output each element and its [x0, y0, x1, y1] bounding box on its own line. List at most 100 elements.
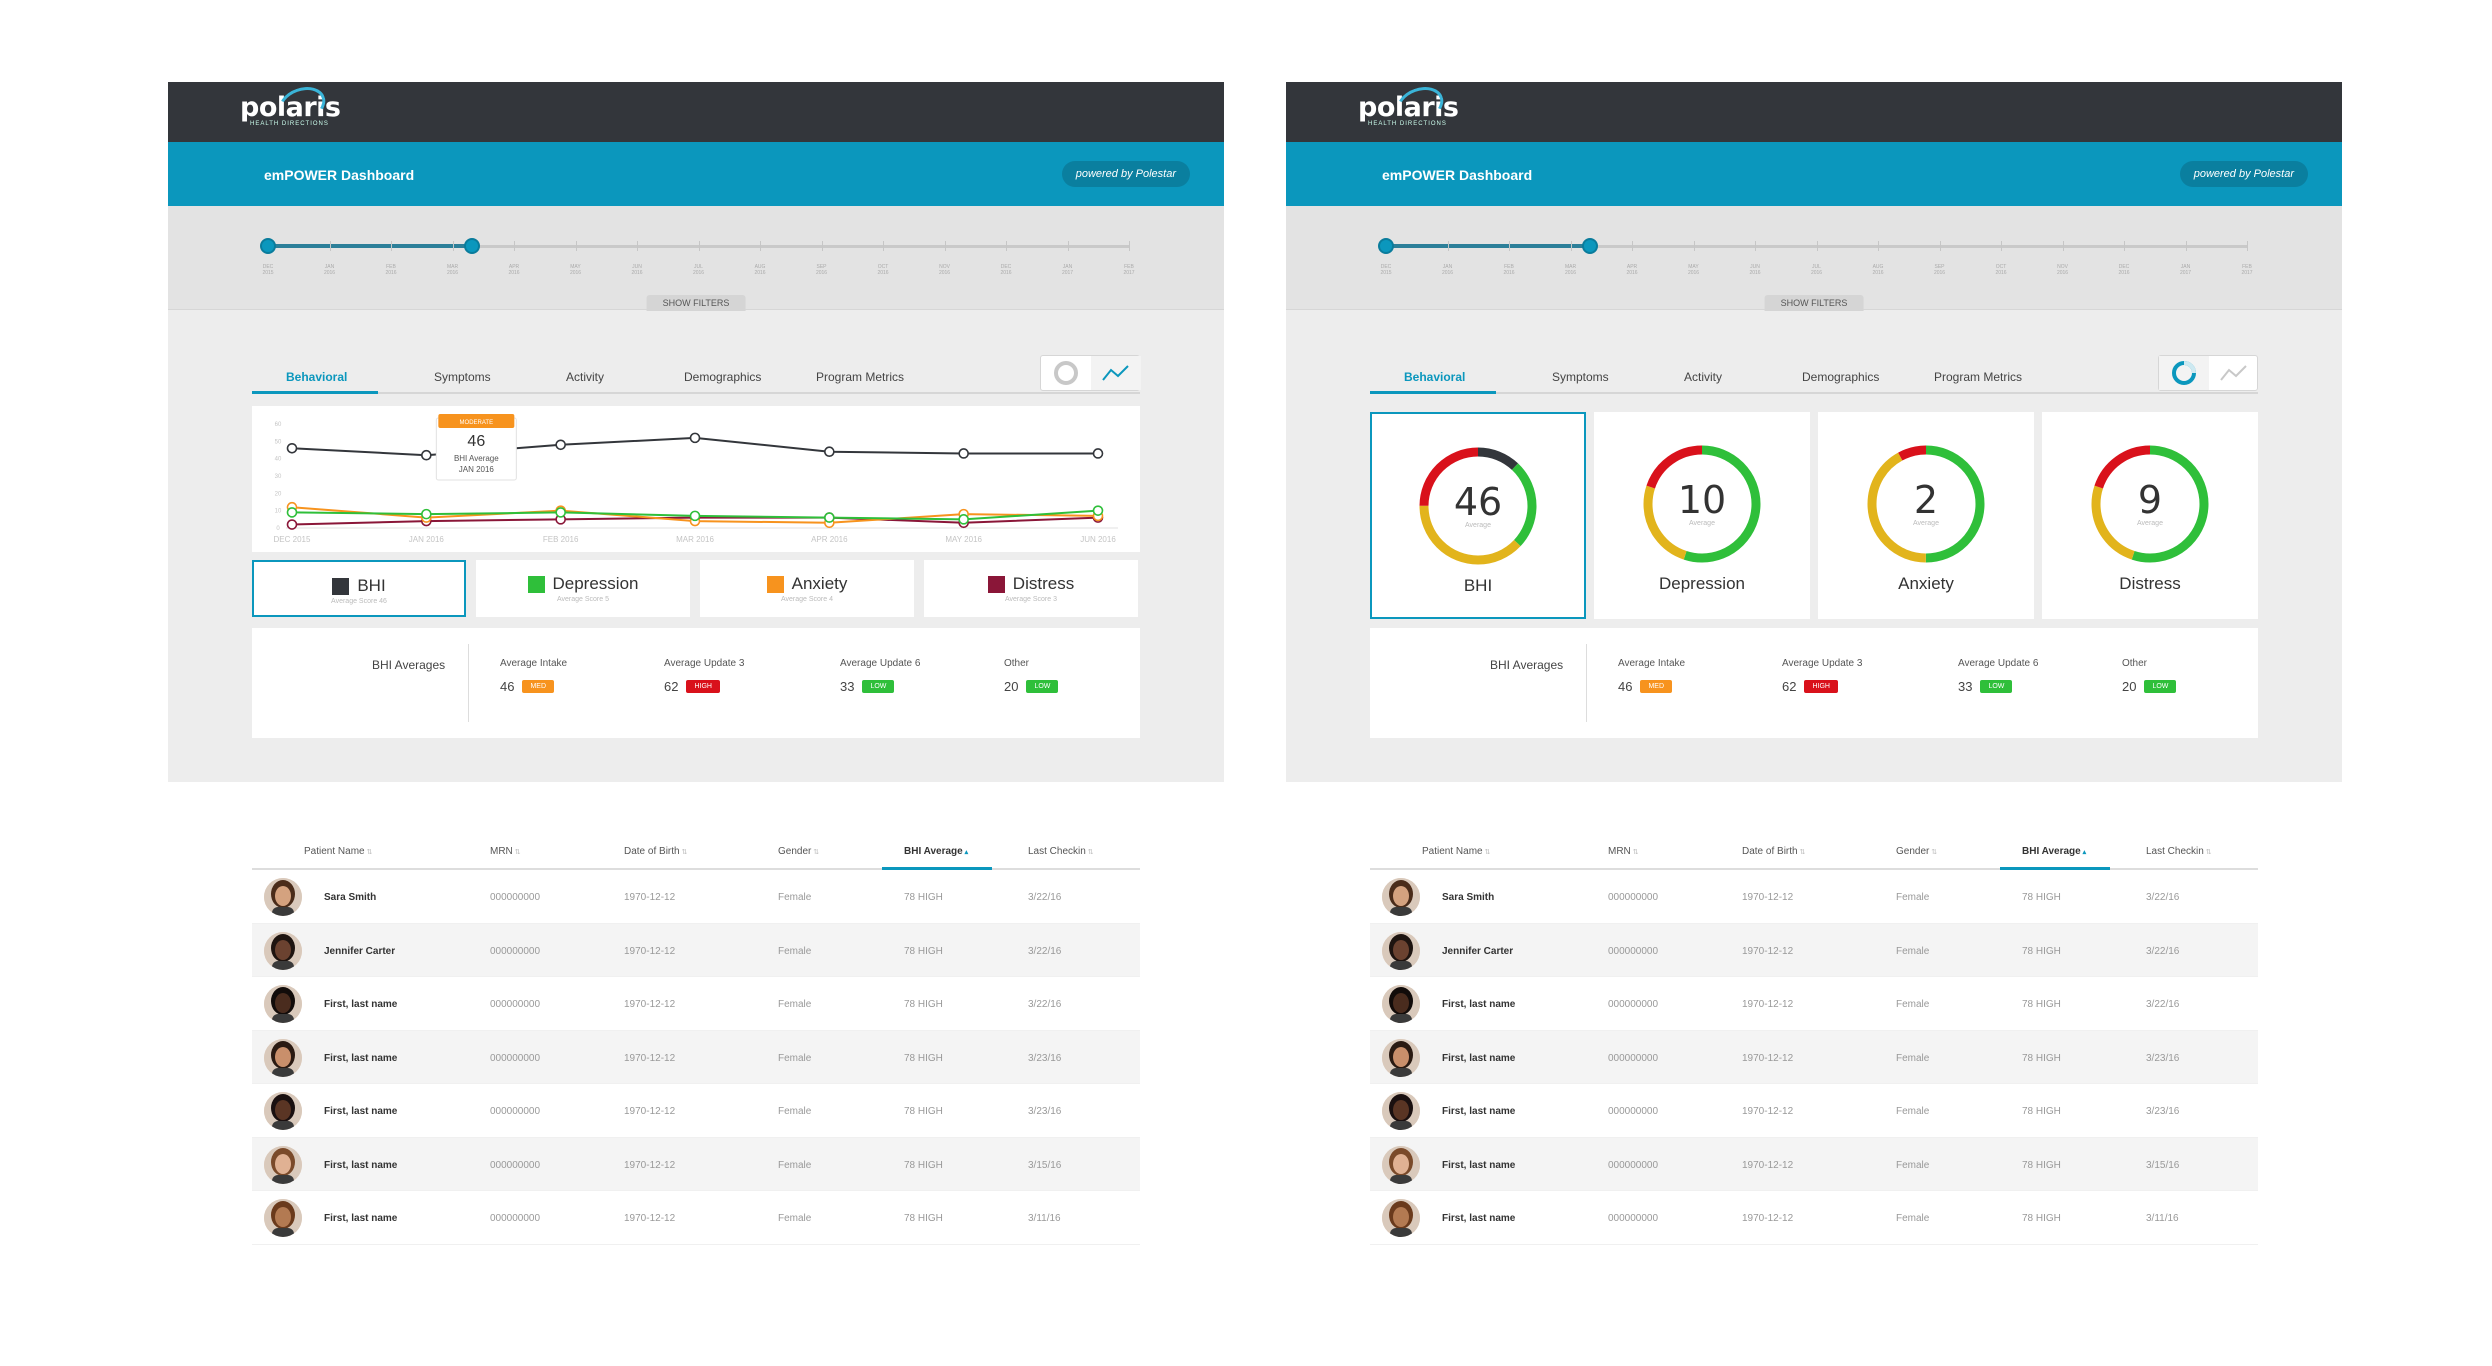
column-header-date-of-birth[interactable]: Date of Birth ⇅ — [624, 846, 687, 857]
tab-program-metrics[interactable]: Program Metrics — [816, 370, 905, 384]
legend-bhi[interactable]: BHI Average Score 46 — [252, 560, 466, 617]
cell-dob: 1970-12-12 — [624, 1159, 676, 1171]
column-header-gender[interactable]: Gender ⇅ — [1896, 846, 1937, 857]
table-row[interactable]: First, last name 000000000 1970-12-12 Femal… — [1370, 1030, 2258, 1084]
sort-arrow-icon: ⇅ — [679, 849, 688, 856]
table-row[interactable]: First, last name 000000000 1970-12-12 Femal… — [1370, 977, 2258, 1031]
sort-arrow-icon: ⇅ — [1929, 849, 1938, 856]
column-header-date-of-birth[interactable]: Date of Birth ⇅ — [1742, 846, 1805, 857]
timeline-tick-label: JAN 2016 — [318, 264, 342, 276]
tab-demographics[interactable]: Demographics — [1802, 370, 1880, 384]
header-label: Last Checkin — [1028, 846, 1086, 857]
tab-activity[interactable]: Activity — [566, 370, 605, 384]
average-label: Average Update 6 — [1958, 658, 2039, 669]
legend-anxiety[interactable]: Anxiety Average Score 4 — [700, 560, 914, 617]
content-area: Behavioral Symptoms Activity Demographics Pr… — [1286, 310, 2342, 782]
column-header-mrn[interactable]: MRN ⇅ — [490, 846, 521, 857]
cell-mrn: 000000000 — [1608, 1106, 1659, 1117]
dashboard-title: emPOWER Dashboard — [264, 167, 415, 183]
table-row[interactable]: First, last name 000000000 1970-12-12 Femal… — [252, 1137, 1140, 1191]
table-row[interactable]: First, last name 000000000 1970-12-12 Femal… — [1370, 1191, 2258, 1245]
tab-behavioral[interactable]: Behavioral — [1404, 370, 1466, 384]
show-filters-button[interactable]: SHOW FILTERS — [1764, 295, 1864, 311]
table-row[interactable]: Sara Smith 000000000 1970-12-12 Female 78 HI… — [1370, 870, 2258, 924]
tick-year: 2015 — [262, 270, 274, 276]
timeline-end-handle[interactable] — [464, 238, 480, 254]
donut-card-bhi[interactable]: 46 Average BHI — [1370, 412, 1586, 619]
timeline-tick-label: APR 2016 — [1620, 264, 1644, 276]
line-chart-icon — [1102, 365, 1129, 381]
sort-arrow-icon: ⇅ — [1482, 849, 1491, 856]
tab-program-metrics[interactable]: Program Metrics — [1934, 370, 2023, 384]
column-header-last-checkin[interactable]: Last Checkin ⇅ — [2146, 846, 2212, 857]
table-row[interactable]: First, last name 000000000 1970-12-12 Femal… — [252, 1191, 1140, 1245]
tab-behavioral[interactable]: Behavioral — [286, 370, 348, 384]
legend-label: Distress — [924, 574, 1138, 594]
avatar — [264, 1199, 302, 1237]
legend-distress[interactable]: Distress Average Score 3 — [924, 560, 1138, 617]
table-row[interactable]: First, last name 000000000 1970-12-12 Femal… — [1370, 1084, 2258, 1138]
cell-last: 3/23/16 — [1028, 1106, 1062, 1117]
table-row[interactable]: Jennifer Carter 000000000 1970-12-12 Female… — [252, 923, 1140, 977]
polaris-logo[interactable]: polaris HEALTH DIRECTIONS — [240, 80, 341, 130]
polaris-logo[interactable]: polaris HEALTH DIRECTIONS — [1358, 80, 1459, 130]
column-header-bhi-average[interactable]: BHI Average ▴ — [904, 846, 968, 857]
line-view-button[interactable] — [1091, 356, 1141, 390]
tick-year: 2017 — [2179, 270, 2192, 276]
donut-card-depression[interactable]: 10 Average Depression — [1594, 412, 1810, 619]
avatar — [264, 1038, 302, 1077]
timeline-end-handle[interactable] — [1582, 238, 1598, 254]
donut-view-button[interactable] — [2159, 356, 2209, 390]
timeline-tick-label: JUL 2016 — [1805, 264, 1829, 276]
tab-activity[interactable]: Activity — [1684, 370, 1723, 384]
table-row[interactable]: First, last name 000000000 1970-12-12 Femal… — [252, 1084, 1140, 1138]
average-value-row: 46 MED — [1618, 679, 1685, 694]
tab-demographics[interactable]: Demographics — [684, 370, 762, 384]
legend-depression[interactable]: Depression Average Score 5 — [476, 560, 690, 617]
donut-view-button[interactable] — [1041, 356, 1091, 390]
table-row[interactable]: Jennifer Carter 000000000 1970-12-12 Female… — [1370, 923, 2258, 977]
timeline-start-handle[interactable] — [1378, 238, 1394, 254]
timeline-tick — [1509, 241, 1510, 251]
table-header: Patient Name ⇅ MRN ⇅ Date of Birth ⇅ Gender… — [252, 834, 1140, 870]
tab-symptoms[interactable]: Symptoms — [1552, 370, 1609, 384]
donut-card-distress[interactable]: 9 Average Distress — [2042, 412, 2258, 619]
avatar-photo — [1382, 931, 1420, 970]
column-header-bhi-average[interactable]: BHI Average ▴ — [2022, 846, 2086, 857]
tick-year: 2015 — [1380, 270, 1392, 276]
cell-dob: 1970-12-12 — [624, 1106, 676, 1117]
y-tick-label: 60 — [275, 422, 282, 428]
donut-segment — [1419, 447, 1537, 565]
timeline-selected-range — [268, 244, 472, 248]
header-label: Patient Name — [1422, 846, 1483, 857]
powered-by-badge: powered by Polestar — [2179, 161, 2308, 187]
donut-card-anxiety[interactable]: 2 Average Anxiety — [1818, 412, 2034, 619]
donut-segment — [1643, 445, 1761, 563]
average-value-row: 33 LOW — [1958, 679, 2038, 694]
cell-last: 3/22/16 — [1028, 999, 1062, 1010]
data-point-bhi — [286, 442, 298, 454]
column-header-last-checkin[interactable]: Last Checkin ⇅ — [1028, 846, 1094, 857]
cell-bhi: 78 HIGH — [2022, 1106, 2061, 1117]
tick-month: JUN — [632, 264, 642, 270]
table-row[interactable]: First, last name 000000000 1970-12-12 Femal… — [1370, 1137, 2258, 1191]
show-filters-button[interactable]: SHOW FILTERS — [646, 295, 746, 311]
column-header-patient-name[interactable]: Patient Name ⇅ — [1422, 846, 1490, 857]
timeline-start-handle[interactable] — [260, 238, 276, 254]
column-header-gender[interactable]: Gender ⇅ — [778, 846, 819, 857]
average-item: Average Update 6 33 LOW — [1958, 658, 2038, 694]
tab-symptoms[interactable]: Symptoms — [434, 370, 491, 384]
cell-last: 3/15/16 — [2146, 1159, 2180, 1171]
bhi-averages-title: BHI Averages — [372, 658, 446, 672]
table-row[interactable]: First, last name 000000000 1970-12-12 Femal… — [252, 977, 1140, 1031]
table-row[interactable]: First, last name 000000000 1970-12-12 Femal… — [252, 1030, 1140, 1084]
average-label: Average Update 3 — [664, 658, 745, 669]
line-view-button[interactable] — [2209, 356, 2259, 390]
timeline-tick-label: MAR 2016 — [1559, 264, 1583, 276]
table-row[interactable]: Sara Smith 000000000 1970-12-12 Female 78 HI… — [252, 870, 1140, 924]
cell-last: 3/23/16 — [1028, 1052, 1062, 1064]
data-point-depression — [958, 514, 969, 525]
column-header-patient-name[interactable]: Patient Name ⇅ — [304, 846, 372, 857]
column-header-mrn[interactable]: MRN ⇅ — [1608, 846, 1639, 857]
cell-gender: Female — [1896, 1213, 1930, 1224]
